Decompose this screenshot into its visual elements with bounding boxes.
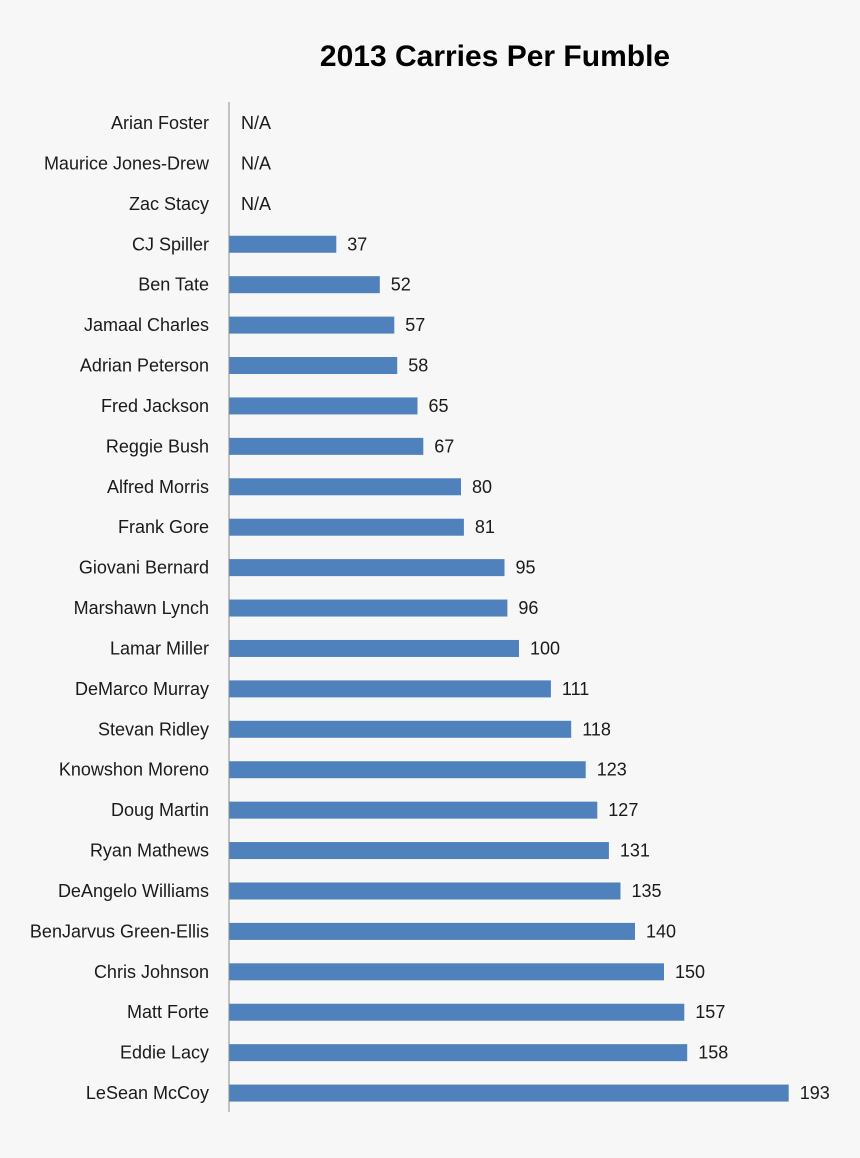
bar xyxy=(229,882,621,900)
data-label: 67 xyxy=(434,436,454,456)
bar xyxy=(229,922,635,940)
data-label: 135 xyxy=(632,881,662,901)
data-label: 140 xyxy=(646,921,676,941)
data-label: 65 xyxy=(429,396,449,416)
bar xyxy=(229,276,380,294)
category-label: Ryan Mathews xyxy=(90,841,209,861)
data-label: 123 xyxy=(597,760,627,780)
data-label: 111 xyxy=(562,679,589,699)
category-label: DeMarco Murray xyxy=(75,679,209,699)
category-label: Jamaal Charles xyxy=(84,315,209,335)
bar xyxy=(229,316,395,334)
data-label: N/A xyxy=(241,153,271,173)
category-label: Zac Stacy xyxy=(129,194,209,214)
bar xyxy=(229,559,505,577)
bar xyxy=(229,1084,789,1102)
data-label: 95 xyxy=(516,558,536,578)
data-label: 37 xyxy=(347,234,367,254)
data-label: N/A xyxy=(241,113,271,133)
category-label: CJ Spiller xyxy=(132,234,209,254)
data-label: 157 xyxy=(695,1002,725,1022)
category-label: Doug Martin xyxy=(111,800,209,820)
category-label: Alfred Morris xyxy=(107,477,209,497)
category-label: BenJarvus Green-Ellis xyxy=(30,921,209,941)
data-label: 58 xyxy=(408,356,428,376)
category-label: Ben Tate xyxy=(138,275,209,295)
category-label: Frank Gore xyxy=(118,517,209,537)
data-label: 150 xyxy=(675,962,705,982)
category-label: Giovani Bernard xyxy=(79,558,209,578)
bar xyxy=(229,599,508,617)
category-label: DeAngelo Williams xyxy=(58,881,209,901)
category-label: Chris Johnson xyxy=(94,962,209,982)
bar xyxy=(229,437,424,455)
data-label: 118 xyxy=(582,719,611,739)
bar xyxy=(229,1003,685,1021)
category-label: Arian Foster xyxy=(111,113,209,133)
bars-layer xyxy=(229,235,789,1102)
bar xyxy=(229,1044,688,1062)
data-label: 52 xyxy=(391,275,411,295)
data-label: 100 xyxy=(530,638,560,658)
data-label: 80 xyxy=(472,477,492,497)
data-label: 127 xyxy=(608,800,638,820)
bar xyxy=(229,680,551,698)
data-label: 131 xyxy=(620,841,650,861)
bar xyxy=(229,963,664,981)
data-label: 96 xyxy=(518,598,538,618)
category-label: Marshawn Lynch xyxy=(74,598,209,618)
category-label: Lamar Miller xyxy=(110,638,209,658)
labels-layer: Arian Foster N/A Maurice Jones-Drew N/A Zac … xyxy=(30,113,830,1103)
category-label: LeSean McCoy xyxy=(86,1083,209,1103)
bar xyxy=(229,478,461,496)
bar xyxy=(229,235,337,253)
data-label: N/A xyxy=(241,194,271,214)
data-label: 57 xyxy=(405,315,425,335)
data-label: 158 xyxy=(698,1043,728,1063)
data-label: 81 xyxy=(475,517,495,537)
category-label: Fred Jackson xyxy=(101,396,209,416)
bar xyxy=(229,518,464,536)
data-label: 193 xyxy=(800,1083,830,1103)
category-label: Knowshon Moreno xyxy=(59,760,209,780)
bar xyxy=(229,720,572,738)
bar xyxy=(229,801,598,819)
category-label: Adrian Peterson xyxy=(80,356,209,376)
category-label: Stevan Ridley xyxy=(98,719,209,739)
bar xyxy=(229,842,609,860)
bar xyxy=(229,397,418,415)
category-label: Reggie Bush xyxy=(106,436,209,456)
chart-title: 2013 Carries Per Fumble xyxy=(320,40,670,73)
bar xyxy=(229,357,398,375)
category-label: Maurice Jones-Drew xyxy=(44,153,210,173)
bar xyxy=(229,761,586,779)
category-label: Eddie Lacy xyxy=(120,1043,209,1063)
bar xyxy=(229,639,519,657)
category-label: Matt Forte xyxy=(127,1002,209,1022)
